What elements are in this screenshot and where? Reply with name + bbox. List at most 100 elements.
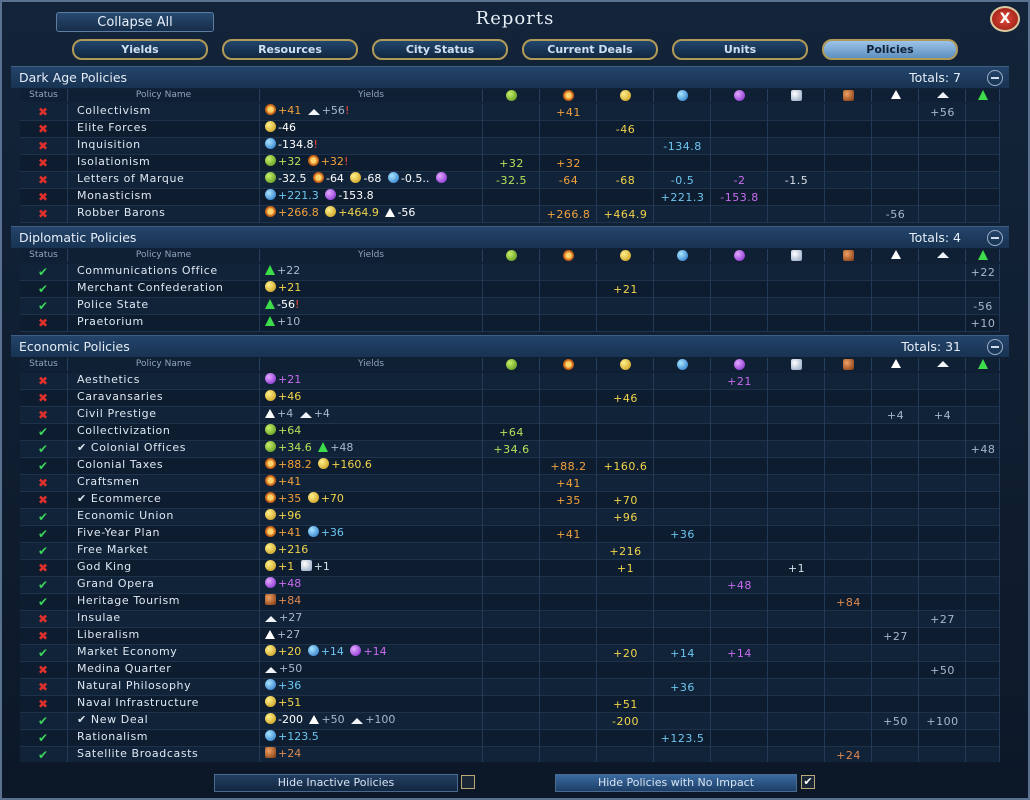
column-divider: [20, 577, 483, 594]
section-header[interactable]: Diplomatic Policies Totals: 4: [11, 226, 1009, 248]
collapse-toggle-icon[interactable]: [987, 70, 1003, 86]
yield-value: +22: [970, 266, 996, 279]
policy-row[interactable]: ✖ Naval Infrastructure +51 +51: [20, 696, 1000, 713]
collapse-toggle-icon[interactable]: [987, 339, 1003, 355]
policy-row[interactable]: ✔ Communications Office +22 +22: [20, 264, 1000, 281]
faith-icon: [711, 358, 768, 371]
production-icon: [540, 358, 597, 371]
tourism-icon: [843, 90, 854, 101]
production-icon: [540, 89, 597, 102]
policy-row[interactable]: ✔ Grand Opera +48 +48: [20, 577, 1000, 594]
yield-cell-prod: [540, 594, 597, 611]
policy-row[interactable]: ✔ Economic Union +96 +96: [20, 509, 1000, 526]
collapse-toggle-icon[interactable]: [987, 230, 1003, 246]
policy-row[interactable]: ✔ Satellite Broadcasts +24 +24: [20, 747, 1000, 762]
yield-cell-cult: [768, 407, 825, 424]
section-header[interactable]: Dark Age Policies Totals: 7: [11, 66, 1009, 88]
column-divider: [20, 492, 68, 509]
inactive-x-icon: ✖: [37, 391, 49, 405]
policy-row[interactable]: ✖ Isolationism +32 +32! +32 +32: [20, 155, 1000, 172]
hide-inactive-checkbox[interactable]: [461, 775, 475, 789]
hide-no-impact-checkbox[interactable]: ✔: [801, 775, 815, 789]
yield-amount: +48: [330, 441, 354, 454]
yield-cell-gold: -46: [597, 121, 654, 138]
policy-row[interactable]: ✖ Robber Barons +266.8 +464.9 -56 +266.8 +4…: [20, 206, 1000, 223]
policy-row[interactable]: ✖ Caravansaries +46 +46: [20, 390, 1000, 407]
column-divider: [20, 713, 68, 730]
yield-cell-food: [483, 407, 540, 424]
yield-cell-happy: [872, 390, 919, 407]
policy-row[interactable]: ✖ Natural Philosophy +36 +36: [20, 679, 1000, 696]
column-divider: [20, 441, 68, 458]
policy-row[interactable]: ✖ ✔ Ecommerce +35 +70 +35 +70: [20, 492, 1000, 509]
policy-row[interactable]: ✖ Monasticism +221.3 -153.8 +221.3 -153.8: [20, 189, 1000, 206]
policy-row[interactable]: ✖ Praetorium +10 +10: [20, 315, 1000, 332]
policy-row[interactable]: ✖ Insulae +27 +27: [20, 611, 1000, 628]
column-divider: [20, 713, 260, 730]
yield-cell-happy: +4: [872, 407, 919, 424]
policy-row[interactable]: ✖ Aesthetics +21 +21: [20, 373, 1000, 390]
yield-cell-happy: [872, 577, 919, 594]
policy-row[interactable]: ✖ Collectivism +41 +56! +41 +56: [20, 104, 1000, 121]
yield-cell-prod: [540, 543, 597, 560]
faith-icon: [711, 89, 768, 102]
column-header: Yields: [260, 89, 483, 102]
tourism-icon: [825, 89, 872, 102]
column-divider: [20, 594, 260, 611]
inactive-x-icon: ✖: [37, 207, 49, 221]
yield-cell-gold: +216: [597, 543, 654, 560]
policy-row[interactable]: ✔ Collectivization +64 +64: [20, 424, 1000, 441]
production-icon: [563, 359, 574, 370]
tab-yields[interactable]: Yields: [72, 39, 208, 60]
close-icon[interactable]: X: [990, 6, 1020, 32]
policy-row[interactable]: ✔ Colonial Taxes +88.2 +160.6 +88.2 +160.6: [20, 458, 1000, 475]
growth-icon: [265, 316, 275, 326]
yields-summary: +21: [262, 281, 476, 294]
active-check-icon: ✔: [37, 459, 49, 473]
hide-inactive-button[interactable]: Hide Inactive Policies: [214, 774, 458, 792]
yield-cell-faith: [711, 441, 768, 458]
policy-row[interactable]: ✔ Police State -56! -56: [20, 298, 1000, 315]
yield-cell-food: [483, 475, 540, 492]
policy-name: Praetorium: [77, 315, 144, 328]
yield-value: +24: [836, 749, 861, 762]
policy-row[interactable]: ✖ Letters of Marque -32.5 -64 -68 -0.5.. -…: [20, 172, 1000, 189]
policy-row[interactable]: ✔ ✔ Colonial Offices +34.6 +48 +34.6 +48: [20, 441, 1000, 458]
policy-row[interactable]: ✖ Civil Prestige +4 +4 +4 +4: [20, 407, 1000, 424]
section-header[interactable]: Economic Policies Totals: 31: [11, 335, 1009, 357]
tab-units[interactable]: Units: [672, 39, 808, 60]
yield-amount: +48: [278, 577, 302, 590]
policy-row[interactable]: ✔ Market Economy +20 +14 +14 +20 +14 +14: [20, 645, 1000, 662]
policy-row[interactable]: ✖ Liberalism +27 +27: [20, 628, 1000, 645]
tab-current-deals[interactable]: Current Deals: [522, 39, 658, 60]
hide-no-impact-button[interactable]: Hide Policies with No Impact: [555, 774, 797, 792]
policy-row[interactable]: ✔ Free Market +216 +216: [20, 543, 1000, 560]
yield-cell-growth: [966, 628, 1000, 645]
yield-cell-food: [483, 121, 540, 138]
policy-row[interactable]: ✔ Five-Year Plan +41 +36 +41 +36: [20, 526, 1000, 543]
yield-amount: +4: [277, 407, 294, 420]
inactive-x-icon: ✖: [37, 374, 49, 388]
yield-cell-food: [483, 264, 540, 281]
policy-row[interactable]: ✖ Elite Forces -46 -46: [20, 121, 1000, 138]
policy-row[interactable]: ✖ God King +1 +1 +1 +1: [20, 560, 1000, 577]
yield-cell-prod: [540, 730, 597, 747]
column-divider: [20, 298, 483, 315]
policies-list[interactable]: Dark Age Policies Totals: 7 Status Policy N…: [11, 66, 1009, 762]
policy-row[interactable]: ✔ Heritage Tourism +84 +84: [20, 594, 1000, 611]
policy-row[interactable]: ✖ Inquisition -134.8! -134.8: [20, 138, 1000, 155]
tab-resources[interactable]: Resources: [222, 39, 358, 60]
tab-policies[interactable]: Policies: [822, 39, 958, 60]
policy-row[interactable]: ✔ Rationalism +123.5 +123.5: [20, 730, 1000, 747]
collapse-all-button[interactable]: Collapse All: [56, 12, 214, 32]
yield-amount: +88.2: [278, 458, 312, 471]
policy-row[interactable]: ✖ Craftsmen +41 +41: [20, 475, 1000, 492]
yield-cell-amen: [919, 594, 966, 611]
yield-cell-faith: [711, 458, 768, 475]
yield-cell-amen: [919, 424, 966, 441]
tab-city-status[interactable]: City Status: [372, 39, 508, 60]
policy-row[interactable]: ✔ Merchant Confederation +21 +21: [20, 281, 1000, 298]
policy-row[interactable]: ✖ Medina Quarter +50 +50: [20, 662, 1000, 679]
policy-row[interactable]: ✔ ✔ New Deal -200 +50 +100 -200 +50 +100: [20, 713, 1000, 730]
active-check-icon: ✔: [37, 299, 49, 313]
